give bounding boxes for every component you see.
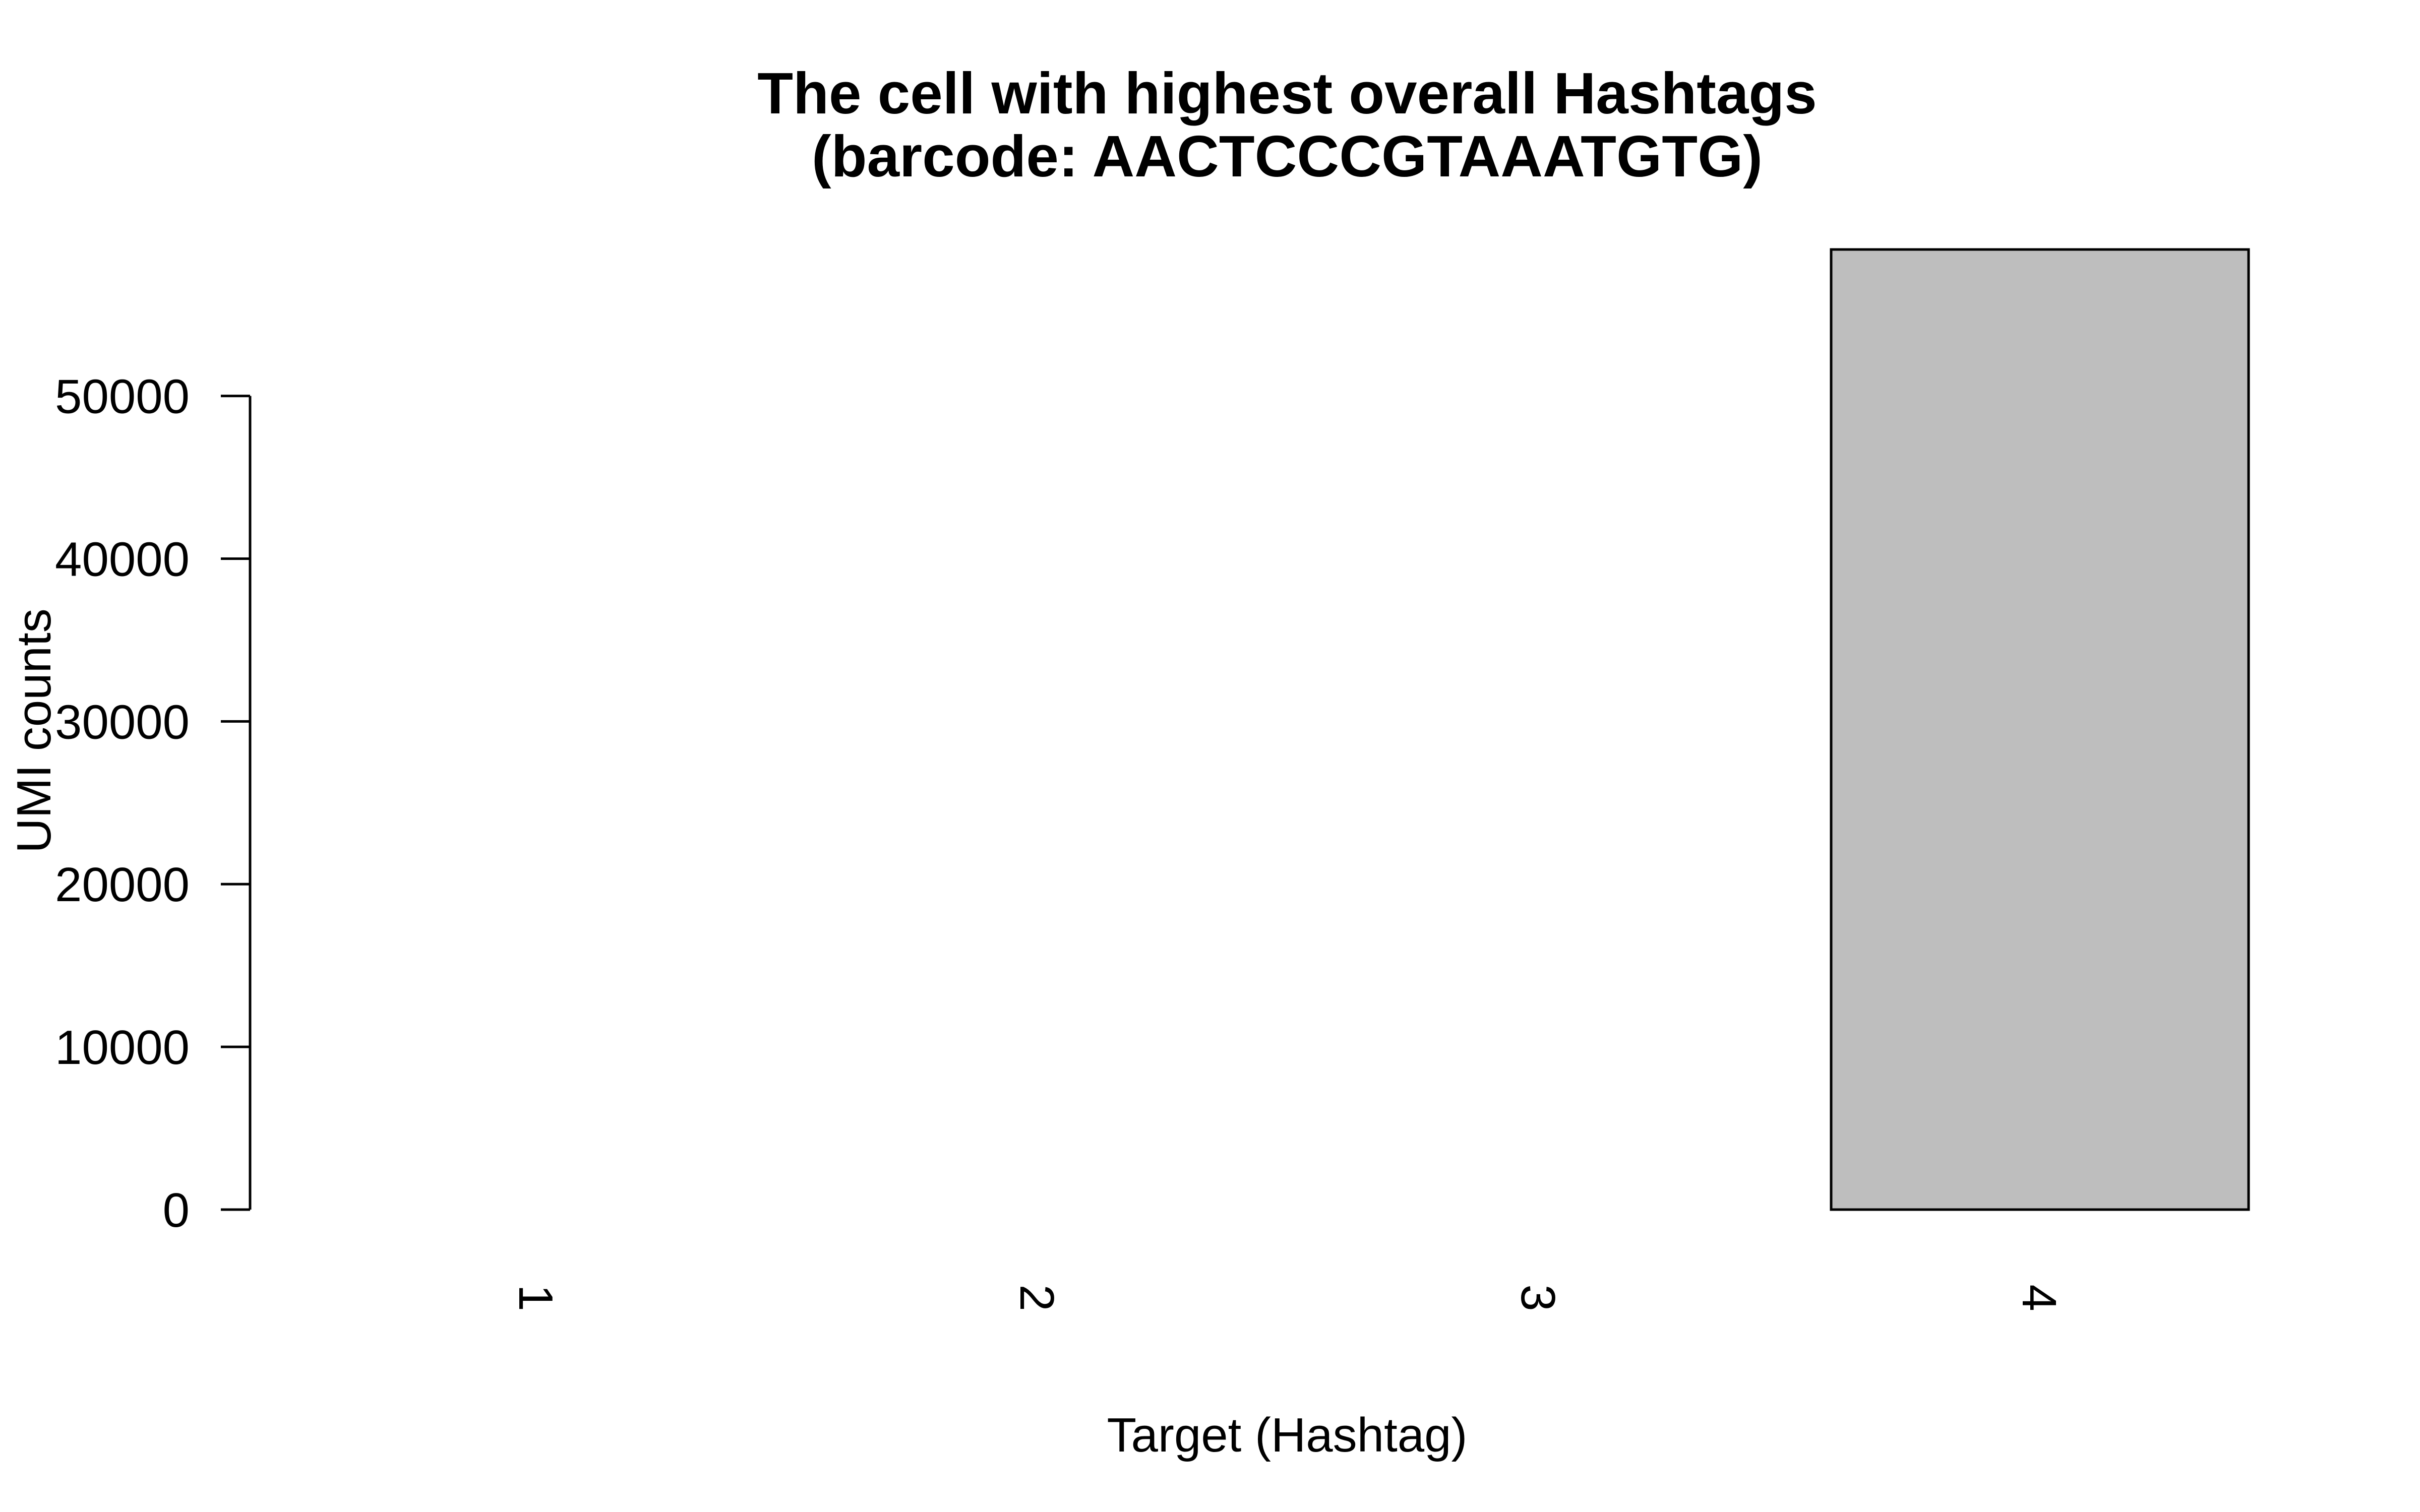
y-tick-label: 20000 (55, 858, 190, 912)
y-tick-label: 10000 (55, 1021, 190, 1075)
bar-4 (1830, 248, 2250, 1211)
y-tick-label: 30000 (55, 695, 190, 749)
chart-title: The cell with highest overall Hashtags (757, 60, 1817, 126)
x-axis-label: Target (Hashtag) (1107, 1408, 1468, 1462)
y-tick-label: 0 (163, 1183, 190, 1237)
y-tick-label: 50000 (55, 370, 190, 424)
bars-group (1830, 248, 2250, 1211)
y-tick-label: 40000 (55, 532, 190, 586)
x-tick-label: 2 (1010, 1284, 1064, 1311)
x-axis-tick-labels: 1 2 3 4 (509, 1284, 2066, 1311)
x-tick-label: 3 (1511, 1284, 1565, 1311)
x-tick-label: 4 (2012, 1284, 2066, 1311)
y-axis-label: UMI counts (7, 608, 61, 853)
x-tick-label: 1 (509, 1284, 563, 1311)
chart-subtitle: (barcode: AACTCCCGTAAATGTG) (812, 123, 1763, 189)
y-axis: 0 10000 20000 30000 40000 50000 (55, 370, 252, 1237)
